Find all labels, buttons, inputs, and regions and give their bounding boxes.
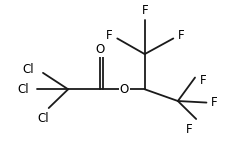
Text: F: F	[141, 4, 147, 17]
Text: Cl: Cl	[17, 83, 28, 96]
Text: F: F	[106, 29, 112, 42]
Text: F: F	[199, 74, 205, 87]
Text: O: O	[119, 83, 128, 96]
Text: F: F	[185, 123, 192, 136]
Text: F: F	[177, 29, 184, 42]
Text: Cl: Cl	[37, 112, 49, 125]
Text: O: O	[95, 43, 104, 56]
Text: Cl: Cl	[23, 63, 34, 76]
Text: F: F	[210, 96, 217, 109]
